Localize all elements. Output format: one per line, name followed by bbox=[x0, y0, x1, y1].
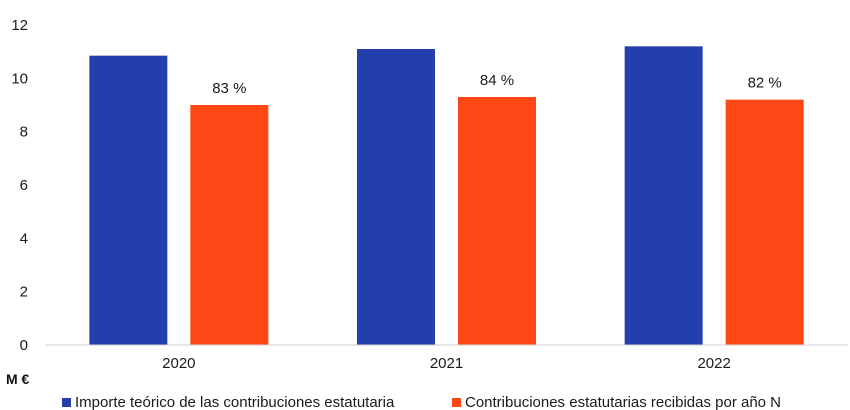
y-tick-label: 12 bbox=[11, 17, 28, 34]
y-tick-label: 2 bbox=[20, 284, 28, 301]
bar-2021-series-1 bbox=[357, 49, 435, 345]
x-axis-categories: 2020 2021 2022 bbox=[162, 355, 731, 372]
y-axis-unit-label: M € bbox=[6, 371, 30, 387]
y-tick-label: 8 bbox=[20, 124, 28, 141]
bars bbox=[89, 46, 804, 346]
y-tick-label: 0 bbox=[20, 337, 28, 354]
legend-label-series-1: Importe teórico de las contribuciones es… bbox=[75, 394, 395, 410]
bar-2022-series-1 bbox=[624, 46, 703, 345]
data-label-2021: 84 % bbox=[480, 72, 514, 89]
bar-2020-series-1 bbox=[89, 55, 168, 346]
y-tick-label: 6 bbox=[20, 177, 28, 194]
legend-swatch-series-2 bbox=[452, 398, 461, 407]
legend-swatch-series-1 bbox=[62, 398, 71, 407]
legend: Importe teórico de las contribuciones es… bbox=[62, 394, 781, 410]
y-axis-ticks: 0 2 4 6 8 10 12 bbox=[11, 17, 28, 354]
legend-label-series-2: Contribuciones estatutarias recibidas po… bbox=[465, 394, 781, 410]
y-tick-label: 4 bbox=[20, 230, 28, 247]
data-label-2020: 83 % bbox=[212, 80, 246, 97]
x-category-label: 2020 bbox=[162, 355, 195, 372]
bar-2020-series-2 bbox=[190, 105, 269, 345]
y-tick-label: 10 bbox=[11, 70, 28, 87]
x-category-label: 2021 bbox=[430, 355, 463, 372]
data-label-2022: 82 % bbox=[748, 75, 782, 92]
bar-2021-series-2 bbox=[458, 97, 536, 345]
x-category-label: 2022 bbox=[697, 355, 730, 372]
data-labels: 83 % 84 % 82 % bbox=[212, 72, 782, 97]
bar-2022-series-2 bbox=[725, 99, 804, 346]
